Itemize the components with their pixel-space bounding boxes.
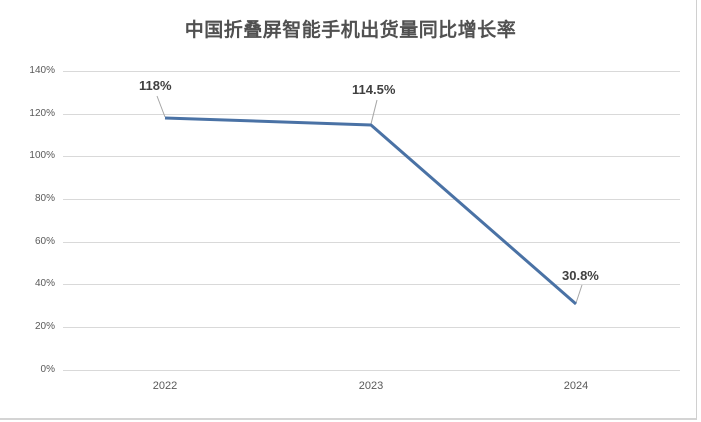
chart-title: 中国折叠屏智能手机出货量同比增长率 — [184, 19, 517, 41]
y-tick-20: 20% — [34, 321, 55, 332]
x-tick-2024: 2024 — [563, 380, 589, 392]
x-tick-2022: 2022 — [152, 380, 178, 392]
series-line — [164, 116, 577, 306]
y-tick-120: 120% — [29, 108, 55, 119]
gridlines — [63, 71, 680, 371]
data-label-2024: 30.8% — [562, 268, 599, 283]
y-tick-80: 80% — [34, 193, 55, 204]
x-tick-2023: 2023 — [358, 380, 384, 392]
data-label-2023: 114.5% — [352, 82, 396, 97]
y-tick-60: 60% — [34, 236, 55, 247]
data-label-2022: 118% — [139, 78, 172, 93]
y-tick-0: 0% — [40, 364, 55, 375]
y-tick-140: 140% — [29, 65, 55, 76]
leader-lines — [156, 95, 583, 304]
y-tick-100: 100% — [29, 150, 55, 161]
y-tick-40: 40% — [34, 278, 55, 289]
